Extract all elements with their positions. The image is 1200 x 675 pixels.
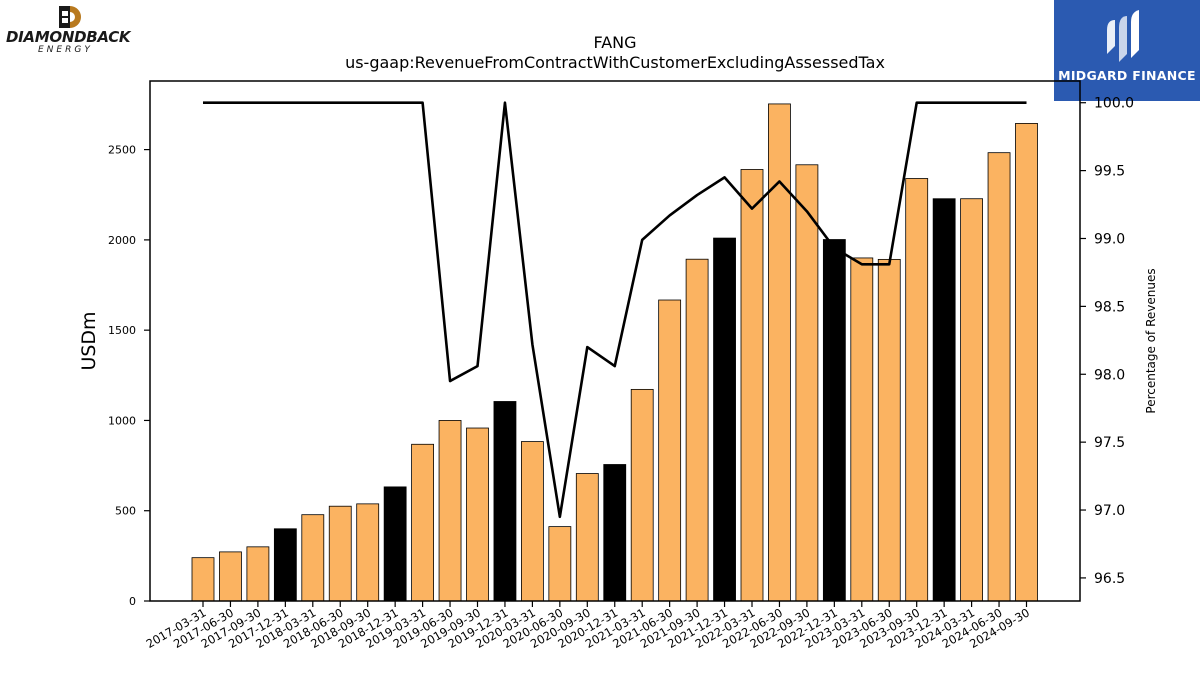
- y-axis-label: USDm: [78, 311, 100, 370]
- revenue-bar: [273, 528, 297, 602]
- midgard-mark-icon: [1107, 10, 1139, 62]
- y-tick-label: 500: [115, 505, 136, 518]
- y2-tick-label: 98.5: [1094, 299, 1125, 315]
- revenue-bar: [987, 152, 1011, 602]
- revenue-bar: [466, 427, 489, 602]
- y2-tick-label: 98.0: [1094, 367, 1125, 383]
- revenue-bar: [877, 258, 901, 602]
- y2-tick-label: 97.0: [1094, 503, 1125, 519]
- revenue-bar: [438, 420, 462, 602]
- revenue-bar: [850, 257, 874, 602]
- midgard-finance-name: MIDGARD FINANCE: [1058, 68, 1196, 83]
- y2-axis-label: Percentage of Revenues: [1144, 268, 1158, 413]
- midgard-finance-logo: MIDGARD FINANCE: [1054, 0, 1200, 101]
- revenue-bar: [658, 299, 682, 602]
- y-tick-label: 1500: [108, 324, 136, 337]
- revenue-bar: [493, 401, 517, 602]
- revenue-bar: [1015, 123, 1038, 602]
- diamondback-logo: DIAMONDBACK ENERGY: [4, 4, 144, 56]
- y2-tick-label: 99.0: [1094, 231, 1125, 247]
- revenue-bar: [822, 239, 846, 602]
- bar-series: [191, 103, 1038, 602]
- revenue-bar: [713, 237, 736, 602]
- y-tick-label: 2500: [108, 144, 136, 157]
- chart-subtitle: us-gaap:RevenueFromContractWithCustomerE…: [345, 53, 885, 72]
- revenue-bar: [795, 164, 819, 602]
- revenue-bar: [191, 557, 215, 602]
- y2-tick-label: 97.5: [1094, 435, 1125, 451]
- revenue-bar: [411, 443, 435, 602]
- y2-tick-label: 96.5: [1094, 571, 1125, 587]
- diamondback-logo-name: DIAMONDBACK: [6, 28, 131, 46]
- diamondback-mark-icon: [59, 6, 81, 28]
- y-tick-label: 1000: [108, 414, 136, 427]
- diamondback-logo-sub: ENERGY: [38, 45, 93, 55]
- revenue-bar: [740, 169, 764, 602]
- revenue-bar: [301, 514, 325, 602]
- revenue-bar: [685, 258, 709, 602]
- revenue-bar: [356, 503, 380, 602]
- revenue-bar: [960, 198, 983, 602]
- y2-tick-label: 100.0: [1094, 96, 1134, 112]
- percentage-line: [203, 101, 1027, 519]
- revenue-bar: [603, 464, 627, 602]
- revenue-bar: [932, 198, 956, 602]
- revenue-bar: [630, 388, 654, 602]
- revenue-bar: [328, 505, 352, 602]
- y-tick-label: 2000: [108, 234, 136, 247]
- revenue-bar: [575, 473, 599, 602]
- revenue-bar: [905, 178, 929, 602]
- chart-title: FANG: [593, 33, 636, 52]
- revenue-bar: [521, 441, 544, 602]
- y2-tick-label: 99.5: [1094, 164, 1125, 180]
- revenue-bar: [548, 526, 572, 602]
- revenue-bar: [768, 103, 791, 602]
- revenue-bar: [219, 551, 242, 602]
- revenue-bar: [246, 546, 270, 602]
- percentage-line-series: [202, 101, 1027, 519]
- y-tick-label: 0: [129, 595, 136, 608]
- revenue-bar: [383, 486, 407, 602]
